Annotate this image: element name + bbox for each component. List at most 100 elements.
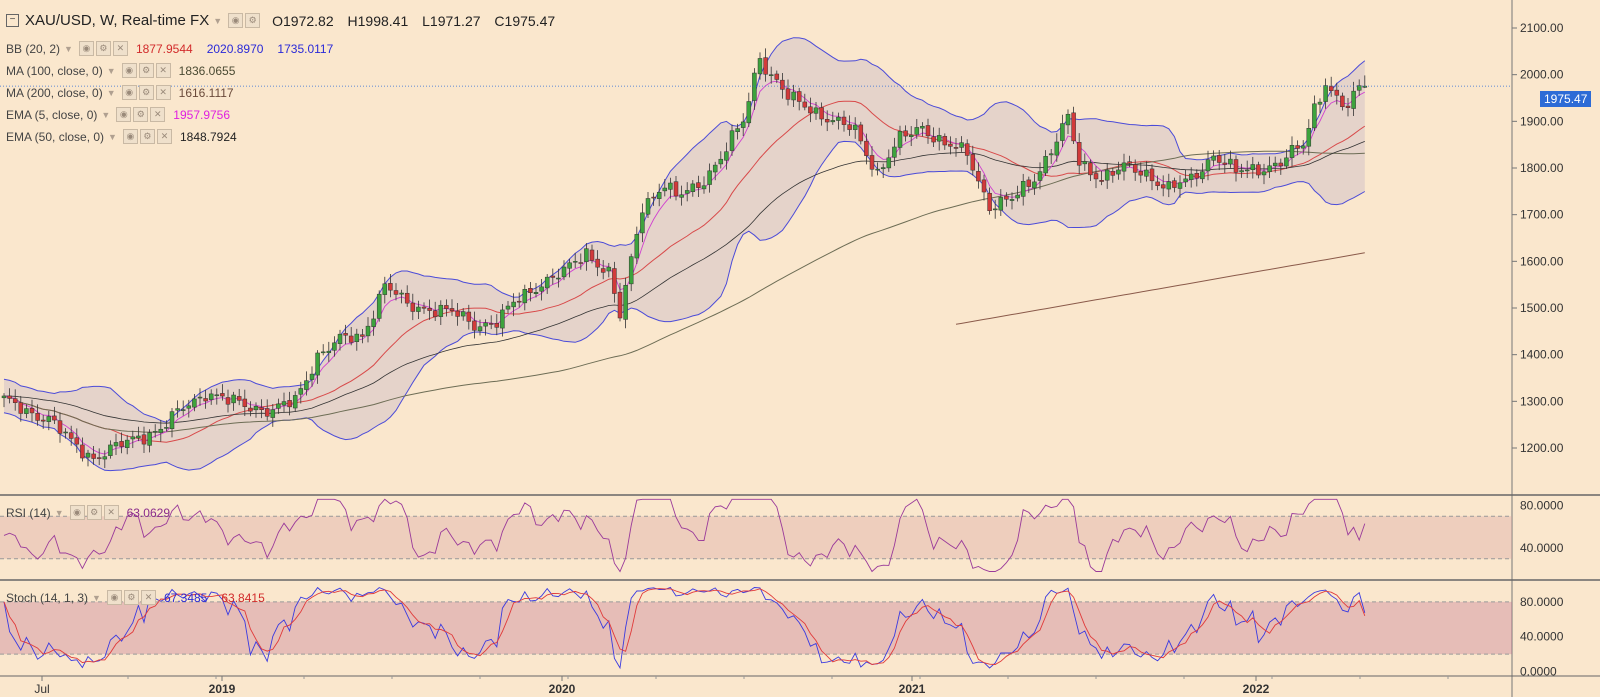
eye-icon[interactable]: ◉ (121, 63, 137, 78)
candle-body (1149, 168, 1155, 182)
candle-body (483, 322, 488, 327)
candle-body (1, 395, 7, 399)
candle-body (376, 293, 382, 319)
gear-icon[interactable]: ⚙ (245, 13, 261, 28)
eye-icon[interactable]: ◉ (78, 41, 94, 56)
candle-body (617, 291, 623, 319)
candle-body (544, 276, 550, 289)
eye-icon[interactable]: ◉ (122, 129, 138, 144)
candle-body (96, 457, 102, 459)
candle-body (1306, 128, 1312, 147)
eye-icon[interactable]: ◉ (121, 85, 137, 100)
gear-icon[interactable]: ⚙ (123, 590, 139, 605)
gear-icon[interactable]: ⚙ (133, 107, 149, 122)
low-value: L1971.27 (422, 12, 481, 29)
candle-body (119, 441, 124, 447)
candle-body (404, 292, 410, 304)
gear-icon[interactable]: ⚙ (138, 63, 154, 78)
candle-body (180, 409, 186, 411)
candle-body (1166, 181, 1172, 190)
ma200-line (955, 252, 1365, 325)
candle-body (1076, 142, 1082, 166)
close-icon[interactable]: ✕ (155, 85, 171, 100)
close-icon[interactable]: ✕ (155, 63, 171, 78)
rsi-tick-label: 80.0000 (1520, 499, 1564, 513)
close-icon[interactable]: ✕ (156, 129, 172, 144)
candle-body (914, 127, 920, 135)
candle-body (432, 310, 438, 318)
candle-body (953, 147, 959, 149)
candle-body (600, 268, 606, 273)
candle-body (628, 256, 634, 285)
candle-body (320, 351, 326, 354)
candle-body (505, 305, 511, 310)
candle-body (729, 130, 735, 151)
candle-body (7, 395, 12, 399)
close-icon[interactable]: ✕ (103, 505, 119, 520)
chevron-down-icon[interactable]: ▼ (106, 65, 116, 76)
candle-body (824, 119, 830, 123)
candle-body (315, 352, 320, 376)
close-icon[interactable]: ✕ (112, 41, 128, 56)
candle-body (231, 394, 236, 404)
candle-body (528, 288, 533, 293)
candle-body (841, 116, 847, 125)
candle-body (214, 394, 220, 397)
ema5-legend: EMA (5, close, 0) ▼ ◉ ⚙ ✕ 1957.9756 (6, 107, 244, 122)
candle-body (875, 168, 880, 171)
candle-body (393, 290, 399, 295)
gear-icon[interactable]: ⚙ (86, 505, 102, 520)
candle-body (556, 277, 561, 280)
candle-body (1188, 173, 1194, 180)
candle-body (410, 302, 416, 312)
stoch-k-value: 67.3485 (163, 590, 208, 605)
candle-body (175, 408, 180, 411)
eye-icon[interactable]: ◉ (106, 590, 122, 605)
rsi-line (3, 498, 1366, 573)
candle-body (808, 106, 813, 114)
y-tick-label: 1200.00 (1520, 441, 1564, 455)
candle-body (80, 444, 85, 459)
chevron-down-icon[interactable]: ▼ (108, 131, 117, 142)
candle-body (1048, 153, 1054, 156)
ma200-buttons: ◉ ⚙ ✕ (121, 85, 171, 100)
candle-body (1116, 169, 1121, 175)
candle-body (1312, 103, 1317, 129)
candle-body (500, 309, 505, 329)
candle-body (1032, 181, 1037, 189)
candle-body (460, 311, 466, 317)
candle-body (52, 415, 57, 421)
candle-body (136, 435, 141, 439)
candle-body (572, 261, 578, 263)
chevron-down-icon[interactable]: ▼ (213, 15, 223, 26)
candle-body (1340, 95, 1345, 108)
candle-body (1233, 159, 1239, 173)
chevron-down-icon[interactable]: ▼ (92, 592, 101, 603)
candle-body (1334, 89, 1340, 96)
eye-icon[interactable]: ◉ (116, 107, 132, 122)
candle-body (326, 350, 332, 354)
candle-body (1054, 141, 1060, 156)
candle-body (1088, 162, 1093, 176)
gear-icon[interactable]: ⚙ (95, 41, 111, 56)
close-icon[interactable]: ✕ (140, 590, 156, 605)
chevron-down-icon[interactable]: ▼ (54, 507, 64, 518)
candle-body (774, 73, 780, 80)
eye-icon[interactable]: ◉ (69, 505, 85, 520)
gear-icon[interactable]: ⚙ (139, 129, 155, 144)
chevron-down-icon[interactable]: ▼ (101, 109, 111, 120)
last-price-tag: 1975.47 (1540, 91, 1592, 107)
chevron-down-icon[interactable]: ▼ (64, 43, 73, 54)
chevron-down-icon[interactable]: ▼ (106, 87, 116, 98)
symbol-legend: − XAU/USD, W, Real-time FX ▼ ◉ ⚙ O1972.8… (6, 12, 565, 29)
candle-body (360, 334, 365, 337)
candle-body (1144, 169, 1149, 177)
gear-icon[interactable]: ⚙ (138, 85, 154, 100)
eye-icon[interactable]: ◉ (228, 13, 244, 28)
candle-body (141, 434, 147, 445)
close-icon[interactable]: ✕ (150, 107, 166, 122)
candle-body (1082, 161, 1088, 165)
collapse-icon[interactable]: − (6, 14, 19, 27)
candle-body (264, 408, 270, 417)
